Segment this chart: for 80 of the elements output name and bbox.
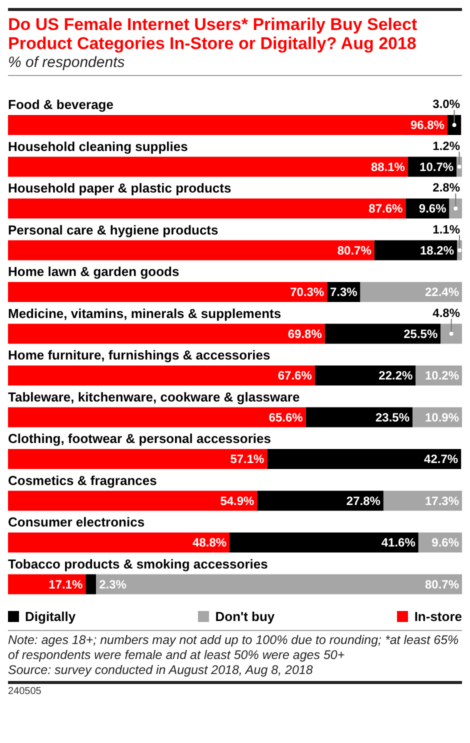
data-label: 96.8% bbox=[410, 118, 445, 132]
data-label: 57.1% bbox=[230, 452, 265, 466]
data-label: 10.2% bbox=[424, 368, 460, 382]
bar bbox=[8, 324, 325, 344]
data-label: 23.5% bbox=[375, 410, 410, 424]
data-label: 65.6% bbox=[268, 410, 304, 424]
bar bbox=[8, 407, 306, 428]
bar bbox=[8, 574, 86, 594]
bar bbox=[86, 574, 96, 594]
y-tick-label: Food & beverage bbox=[8, 97, 114, 112]
bar bbox=[447, 115, 462, 135]
data-label: 25.5% bbox=[404, 326, 438, 341]
bar bbox=[360, 282, 462, 302]
data-label: 80.7% bbox=[424, 577, 460, 592]
data-label: 87.6% bbox=[368, 202, 404, 216]
bar bbox=[8, 282, 328, 302]
bar bbox=[8, 156, 408, 177]
bar bbox=[440, 324, 462, 344]
data-label: 22.4% bbox=[424, 285, 460, 299]
data-label: 1.1% bbox=[432, 222, 460, 236]
data-label: 27.8% bbox=[346, 494, 381, 508]
bar bbox=[8, 240, 374, 260]
bar bbox=[8, 490, 258, 511]
bar bbox=[230, 532, 418, 552]
bar bbox=[383, 490, 462, 511]
data-label: 9.6% bbox=[418, 202, 447, 216]
data-label: 3.0% bbox=[432, 97, 460, 111]
bar bbox=[306, 407, 413, 428]
data-label: 42.7% bbox=[424, 452, 458, 466]
y-tick-label: Household cleaning supplies bbox=[8, 138, 188, 154]
data-label: 10.7% bbox=[420, 160, 454, 174]
legend-label: Don't buy bbox=[214, 609, 275, 624]
data-label: 17.1% bbox=[48, 577, 83, 592]
text: Note: ages 18+; numbers may not add up to 100% due to rounding; *at least 65% of respondents were female and at least 50% were ages 50+ bbox=[8, 633, 460, 663]
bar bbox=[96, 574, 462, 594]
data-label: 18.2% bbox=[420, 243, 454, 258]
y-tick-label: Cosmetics & fragrances bbox=[8, 472, 157, 488]
data-label: 2.8% bbox=[432, 180, 460, 194]
bar bbox=[324, 324, 441, 344]
y-tick-label: Consumer electronics bbox=[8, 514, 145, 530]
y-tick-label: Medicine, vitamins, minerals & supplements bbox=[8, 306, 282, 321]
y-tick-label: Tableware, kitchenware, cookware & glassware bbox=[8, 389, 300, 404]
data-label: 80.7% bbox=[337, 243, 372, 258]
bar bbox=[314, 366, 416, 386]
text: 240505 bbox=[8, 681, 462, 697]
data-label: 2.3% bbox=[99, 577, 127, 592]
y-tick-label: Clothing, footwear & personal accessories bbox=[8, 431, 271, 446]
data-label: 48.8% bbox=[192, 536, 227, 550]
data-label: 1.2% bbox=[432, 138, 460, 153]
y-tick-label: Home lawn & garden goods bbox=[8, 264, 180, 279]
data-label: 41.6% bbox=[381, 536, 416, 550]
bar bbox=[449, 198, 462, 218]
chart-title: Do US Female Internet Users* Primarily Buy Select Product Categories In-Store or Digitally? Aug 2018 bbox=[8, 15, 418, 53]
data-label: 10.9% bbox=[424, 410, 460, 424]
y-tick-label: Tobacco products & smoking accessories bbox=[8, 556, 268, 572]
bar bbox=[8, 532, 230, 552]
data-label: 70.3% bbox=[290, 285, 324, 299]
y-tick-label: Home furniture, furnishings & accessories bbox=[8, 348, 270, 362]
data-label: 22.2% bbox=[378, 368, 414, 382]
y-tick-label: Personal care & hygiene products bbox=[8, 222, 218, 238]
data-label: 69.8% bbox=[288, 326, 322, 341]
data-label: 7.3% bbox=[330, 285, 358, 299]
bar bbox=[257, 490, 384, 511]
legend-label: In-store bbox=[413, 609, 462, 624]
source-note: Source: survey conducted in August 2018, Aug 8, 2018 bbox=[8, 663, 314, 678]
data-label: 17.3% bbox=[424, 494, 460, 508]
bar bbox=[8, 115, 448, 135]
data-label: 88.1% bbox=[370, 160, 406, 174]
data-label: 4.8% bbox=[432, 306, 460, 320]
legend-label: Digitally bbox=[24, 609, 76, 624]
data-label: 67.6% bbox=[278, 368, 312, 382]
bar bbox=[374, 240, 458, 260]
bar bbox=[8, 198, 406, 218]
data-label: 54.9% bbox=[220, 494, 255, 508]
data-label: 9.6% bbox=[432, 536, 460, 550]
y-tick-label: Household paper & plastic products bbox=[8, 180, 232, 196]
chart-subtitle: % of respondents bbox=[8, 54, 462, 76]
bar bbox=[8, 449, 268, 469]
bar bbox=[267, 449, 462, 469]
bar bbox=[8, 366, 315, 386]
